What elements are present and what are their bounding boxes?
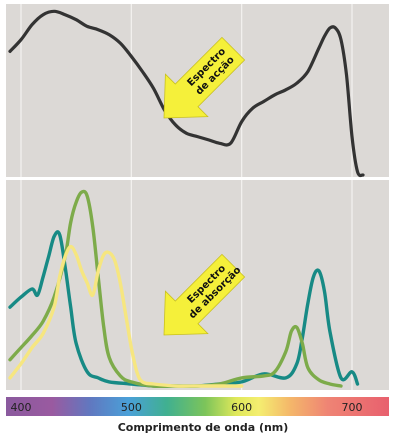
absorption-panel-series xyxy=(8,189,360,389)
x-tick-label-400: 400 xyxy=(11,401,32,414)
action-panel-grid xyxy=(20,4,353,177)
x-axis-ticks: 400 500 600 700 xyxy=(11,401,363,414)
x-tick-label-600: 600 xyxy=(231,401,252,414)
wavelength-color-bar xyxy=(6,397,389,416)
series-line-3 xyxy=(8,244,244,388)
series-line-1 xyxy=(8,9,365,178)
x-tick-label-700: 700 xyxy=(342,401,363,414)
arrow-shape xyxy=(163,253,246,336)
arrow-shape xyxy=(163,36,246,119)
x-tick-label-500: 500 xyxy=(121,401,142,414)
action-panel-series xyxy=(8,9,365,178)
x-axis-label: Comprimento de onda (nm) xyxy=(118,421,289,434)
